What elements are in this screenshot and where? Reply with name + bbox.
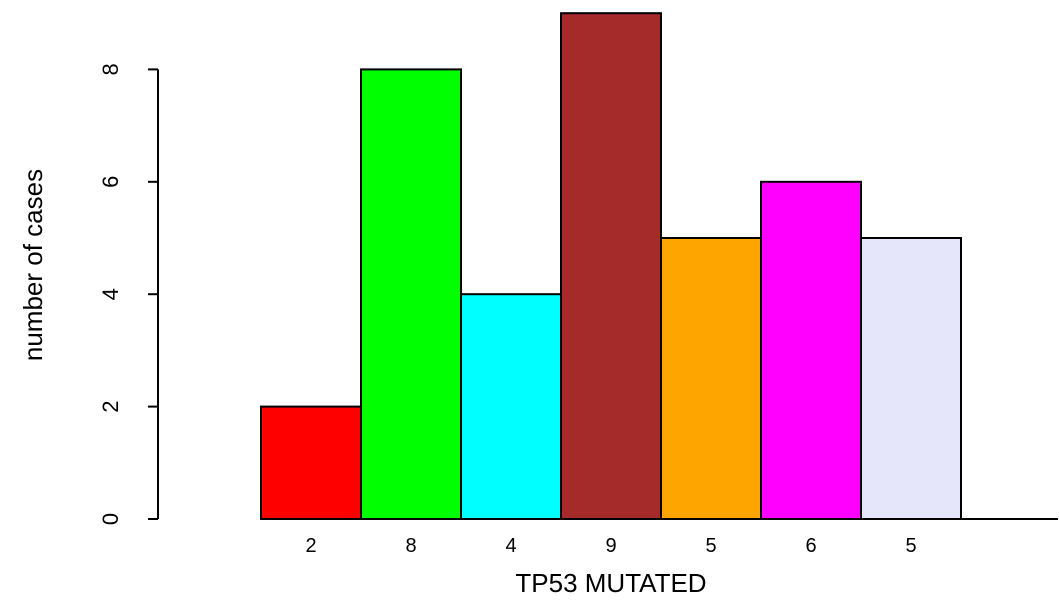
x-tick-label: 6 xyxy=(805,535,816,557)
x-tick-label: 5 xyxy=(705,535,716,557)
bar-6 xyxy=(760,180,862,521)
x-tick-label: 9 xyxy=(605,535,616,557)
bar-7 xyxy=(860,237,962,520)
x-tick-label: 8 xyxy=(405,535,416,557)
y-tick-label: 8 xyxy=(98,63,123,75)
bars xyxy=(260,12,962,521)
x-tick-label: 5 xyxy=(905,535,916,557)
bar-2 xyxy=(360,68,462,521)
y-tick-label: 4 xyxy=(98,288,123,300)
bar-4 xyxy=(560,12,662,520)
x-axis: 2 8 4 9 5 6 5 xyxy=(261,518,1058,557)
bar-1 xyxy=(260,405,362,521)
bar-3 xyxy=(460,293,562,521)
x-tick-label: 2 xyxy=(305,535,316,557)
x-axis-title: TP53 MUTATED xyxy=(515,568,706,598)
y-tick-label: 6 xyxy=(98,176,123,188)
y-axis: 0 2 4 6 8 xyxy=(98,63,159,525)
bar-5 xyxy=(660,237,762,520)
x-tick-label: 4 xyxy=(505,535,516,557)
y-tick-label: 0 xyxy=(98,513,123,525)
y-axis-title: number of cases xyxy=(18,169,48,361)
y-tick-label: 2 xyxy=(98,400,123,412)
